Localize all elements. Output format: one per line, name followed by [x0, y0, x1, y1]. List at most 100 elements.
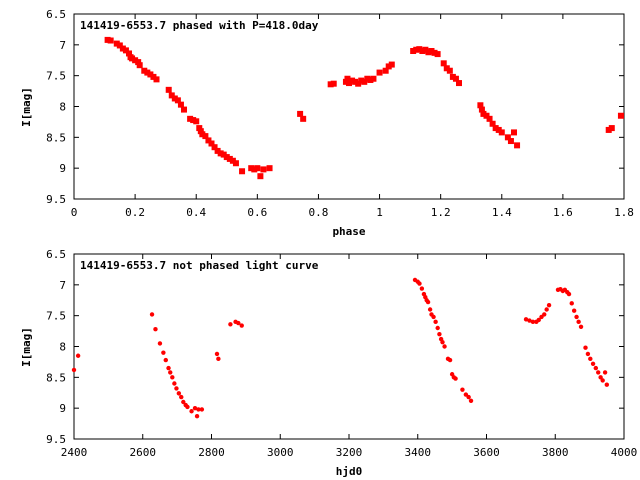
data-point: [433, 319, 438, 325]
x-tick-label: 1.8: [614, 206, 634, 219]
x-tick-label: 4000: [611, 446, 638, 459]
data-point: [196, 125, 203, 132]
data-point: [260, 166, 267, 173]
data-point: [216, 356, 221, 362]
data-point: [511, 129, 517, 136]
axis-ticks: 2400 2600 2800 3000 3200 3400 3600 3800 4000 6.5 7…: [46, 248, 637, 459]
data-point: [187, 115, 194, 122]
data-point: [119, 45, 126, 52]
data-point: [342, 78, 349, 85]
data-point: [223, 154, 230, 161]
data-point: [330, 80, 337, 87]
data-point: [132, 57, 139, 64]
data-point: [199, 407, 205, 412]
x-axis-label: phase: [332, 225, 365, 238]
data-point: [446, 67, 453, 74]
data-point: [435, 325, 440, 331]
y-tick-label: 9.5: [46, 193, 66, 206]
y-tick-label: 8: [59, 341, 66, 354]
data-point: [602, 370, 608, 375]
x-tick-label: 3000: [267, 446, 294, 459]
data-point: [598, 375, 603, 380]
y-tick-label: 8: [59, 101, 66, 114]
data-point: [266, 165, 273, 172]
data-point: [185, 404, 190, 410]
data-point: [136, 62, 143, 69]
data-point: [257, 173, 264, 180]
x-tick-label: 3400: [405, 446, 432, 459]
phased-light-curve-panel: 141419-6553.7 phased with P=418.0day pha…: [20, 8, 634, 238]
data-point: [176, 391, 182, 396]
data-point: [480, 110, 487, 117]
data-point: [419, 286, 425, 291]
data-point: [232, 160, 239, 167]
data-point: [571, 308, 577, 313]
data-point: [604, 382, 610, 387]
data-point: [205, 137, 212, 144]
data-point: [447, 357, 453, 363]
data-point: [153, 76, 160, 83]
data-point: [226, 155, 233, 162]
data-point: [437, 331, 442, 337]
data-point: [593, 365, 599, 371]
data-point: [228, 322, 233, 327]
x-tick-label: 0.8: [309, 206, 329, 219]
data-point: [468, 398, 474, 403]
data-point: [576, 319, 581, 325]
chart-title: 141419-6553.7 not phased light curve: [80, 259, 319, 272]
data-point: [358, 77, 365, 84]
x-tick-label: 3600: [473, 446, 500, 459]
x-tick-label: 2400: [61, 446, 88, 459]
data-point: [428, 48, 435, 54]
data-point: [352, 78, 359, 85]
chart-title: 141419-6553.7 phased with P=418.0day: [80, 19, 319, 32]
data-point: [514, 142, 521, 149]
data-point: [202, 133, 209, 140]
data-point: [197, 128, 204, 135]
x-tick-label: 3200: [336, 446, 363, 459]
data-point: [417, 281, 422, 286]
data-point: [107, 37, 114, 44]
y-tick-label: 6.5: [46, 8, 66, 21]
data-points: [104, 36, 624, 180]
data-point: [181, 399, 186, 405]
data-point: [300, 115, 307, 122]
data-point: [523, 317, 529, 322]
data-point: [168, 92, 175, 99]
y-axis-label: I[mag]: [20, 87, 33, 127]
data-point: [566, 291, 572, 297]
data-point: [527, 318, 532, 323]
data-point: [122, 47, 129, 54]
data-point: [376, 69, 383, 76]
data-point: [153, 327, 158, 332]
data-point: [217, 150, 224, 157]
data-point: [251, 166, 258, 173]
data-point: [116, 42, 123, 49]
data-point: [214, 351, 220, 357]
data-points: [71, 277, 610, 419]
data-point: [239, 323, 244, 328]
y-tick-label: 6.5: [46, 248, 66, 261]
x-axis-label: hjd0: [336, 465, 363, 478]
y-tick-label: 8.5: [46, 131, 66, 144]
data-point: [507, 138, 514, 145]
x-tick-label: 2800: [198, 446, 225, 459]
data-point: [440, 339, 445, 345]
data-point: [477, 102, 484, 109]
data-point: [104, 36, 111, 43]
y-tick-label: 7.5: [46, 310, 66, 323]
data-point: [588, 356, 593, 362]
y-tick-label: 7: [59, 39, 66, 52]
data-point: [542, 312, 547, 317]
data-point: [211, 144, 218, 151]
data-point: [165, 86, 172, 93]
x-tick-label: 2600: [130, 446, 157, 459]
data-point: [370, 75, 377, 82]
data-point: [166, 365, 171, 371]
data-point: [431, 314, 436, 320]
data-point: [355, 80, 362, 87]
data-point: [150, 73, 157, 80]
data-point: [248, 165, 255, 172]
data-point: [141, 67, 148, 74]
